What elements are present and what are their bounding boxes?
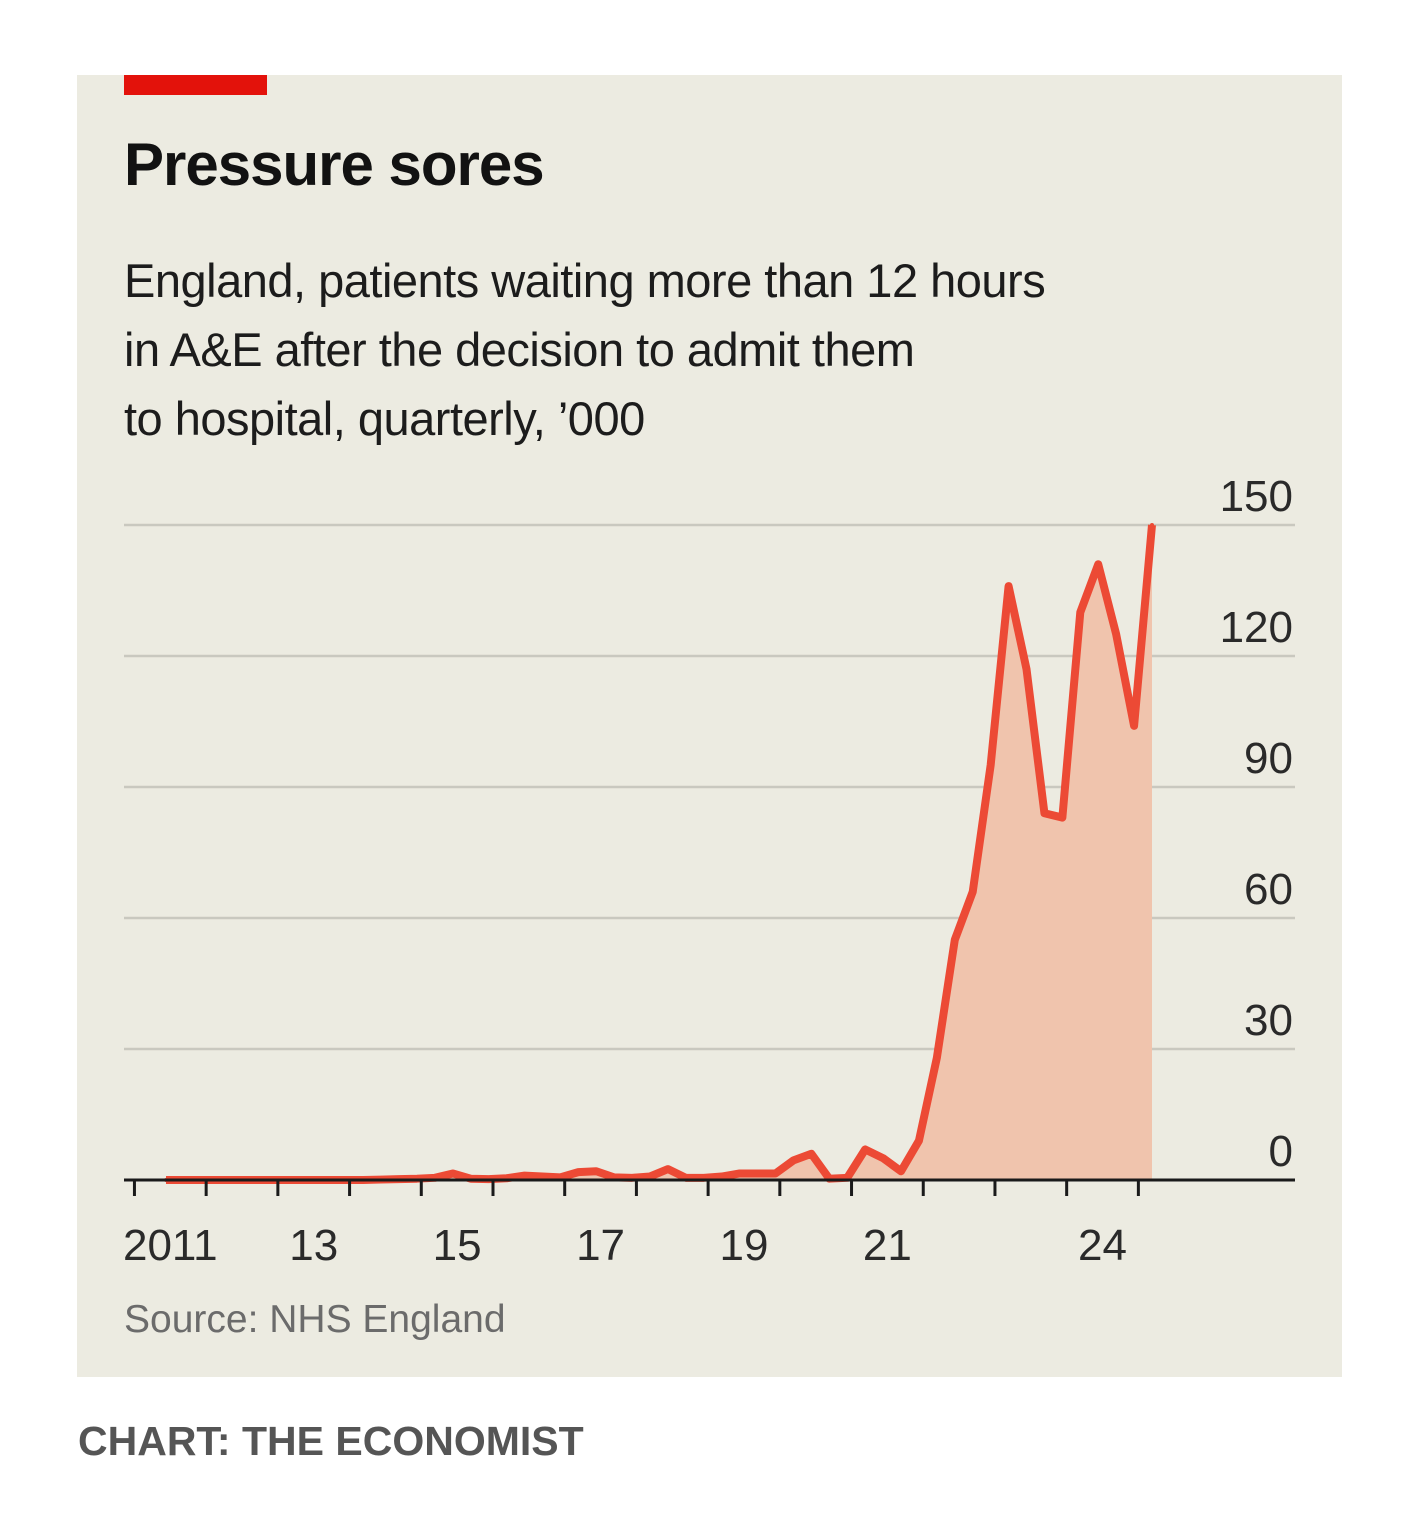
data-point <box>612 1175 617 1180</box>
y-tick-label: 90 <box>1244 734 1293 783</box>
data-point <box>1006 584 1011 589</box>
data-point <box>576 1170 581 1175</box>
data-point <box>934 1055 939 1060</box>
series-area <box>166 525 1152 1180</box>
y-tick-label: 60 <box>1244 865 1293 914</box>
data-point <box>665 1167 670 1172</box>
data-point <box>1060 815 1065 820</box>
tick-labels: 0 30 60 90 120 150 2011 13 15 17 19 21 24 <box>123 472 1293 1270</box>
data-point <box>899 1169 904 1174</box>
data-point <box>988 763 993 768</box>
data-point <box>719 1174 724 1179</box>
data-point <box>1150 523 1154 527</box>
data-point <box>648 1174 653 1179</box>
data-point <box>773 1171 778 1176</box>
data-point <box>1114 632 1119 637</box>
x-tick-label: 24 <box>1078 1221 1127 1270</box>
data-point <box>450 1171 455 1176</box>
data-point <box>791 1158 796 1163</box>
chart-credit: CHART: THE ECONOMIST <box>78 1418 584 1464</box>
subtitle-line: to hospital, quarterly, ’000 <box>124 392 645 445</box>
data-point <box>970 889 975 894</box>
chart-subtitle: England, patients waiting more than 12 h… <box>124 246 1224 453</box>
x-tick-label: 19 <box>719 1221 768 1270</box>
data-point <box>594 1169 599 1174</box>
y-tick-label: 30 <box>1244 996 1293 1045</box>
data-point <box>540 1174 545 1179</box>
data-point <box>1132 723 1137 728</box>
data-point <box>916 1138 921 1143</box>
chart-title: Pressure sores <box>124 131 545 198</box>
y-tick-label: 150 <box>1220 472 1293 521</box>
data-point <box>737 1171 742 1176</box>
x-tick-label: 17 <box>576 1221 625 1270</box>
data-point <box>863 1147 868 1152</box>
y-tick-label: 0 <box>1269 1127 1293 1176</box>
data-point <box>952 937 957 942</box>
data-point <box>1078 610 1083 615</box>
x-axis <box>124 1178 1295 1196</box>
source-note: Source: NHS England <box>124 1298 506 1341</box>
area-layer <box>166 525 1152 1180</box>
data-point <box>1024 667 1029 672</box>
data-point <box>809 1151 814 1156</box>
subtitle-line: England, patients waiting more than 12 h… <box>124 254 1046 307</box>
y-tick-label: 120 <box>1220 603 1293 652</box>
red-accent-tag <box>124 75 267 95</box>
x-tick-label: 21 <box>863 1221 912 1270</box>
data-point <box>881 1156 886 1161</box>
x-tick-label: 15 <box>433 1221 482 1270</box>
data-point <box>522 1173 527 1178</box>
data-point <box>1042 811 1047 816</box>
data-point <box>1096 562 1101 567</box>
subtitle-line: in A&E after the decision to admit them <box>124 323 915 376</box>
x-tick-label: 13 <box>289 1221 338 1270</box>
x-tick-label: 2011 <box>123 1221 218 1270</box>
data-point <box>755 1171 760 1176</box>
data-point <box>558 1175 563 1180</box>
